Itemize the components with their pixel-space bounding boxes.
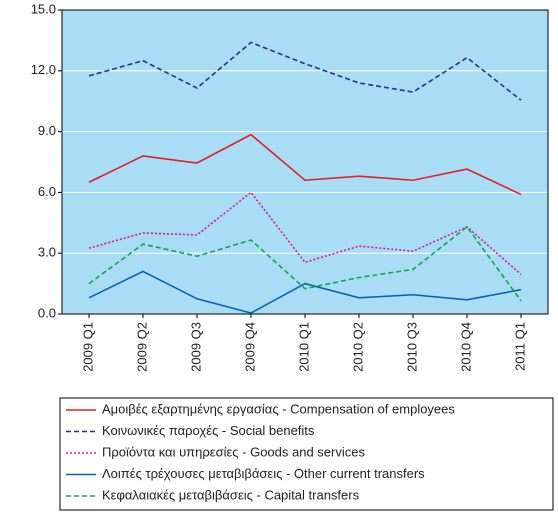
legend-label: Κεφαλαιακές μεταβιβάσεις - Capital trans… <box>102 487 360 502</box>
plot-area <box>62 10 548 314</box>
x-tick-label: 2009 Q2 <box>134 322 149 372</box>
legend-box <box>59 397 554 511</box>
y-tick-label: 12.0 <box>31 62 56 77</box>
x-tick-label: 2009 Q1 <box>80 322 95 372</box>
x-tick-label: 2009 Q3 <box>188 322 203 372</box>
series-line <box>88 225 522 302</box>
series-line <box>88 191 522 276</box>
series-line <box>88 133 522 196</box>
x-tick-label: 2011 Q1 <box>512 322 527 371</box>
legend-label: Προϊόντα και υπηρεσίες - Goods and servi… <box>102 444 365 459</box>
y-tick-label: 15.0 <box>31 1 56 16</box>
y-tick-label: 3.0 <box>38 245 56 260</box>
y-tick-label: 0.0 <box>38 305 56 320</box>
legend-label: Λοιπές τρέχουσες μεταβιβάσεις - Other cu… <box>102 466 425 481</box>
x-tick-label: 2009 Q4 <box>242 322 257 372</box>
x-tick-label: 2010 Q4 <box>458 322 473 372</box>
legend-label: Αμοιβές εξαρτημένης εργασίας - Compensat… <box>102 401 455 416</box>
x-tick-label: 2010 Q2 <box>350 322 365 372</box>
series-line <box>88 270 522 314</box>
y-tick-label: 9.0 <box>38 123 56 138</box>
x-tick-label: 2010 Q3 <box>404 322 419 372</box>
legend-label: Κοινωνικές παροχές - Social benefits <box>102 423 315 438</box>
series-line <box>88 41 522 101</box>
x-tick-label: 2010 Q1 <box>296 322 311 372</box>
y-tick-label: 6.0 <box>38 184 56 199</box>
